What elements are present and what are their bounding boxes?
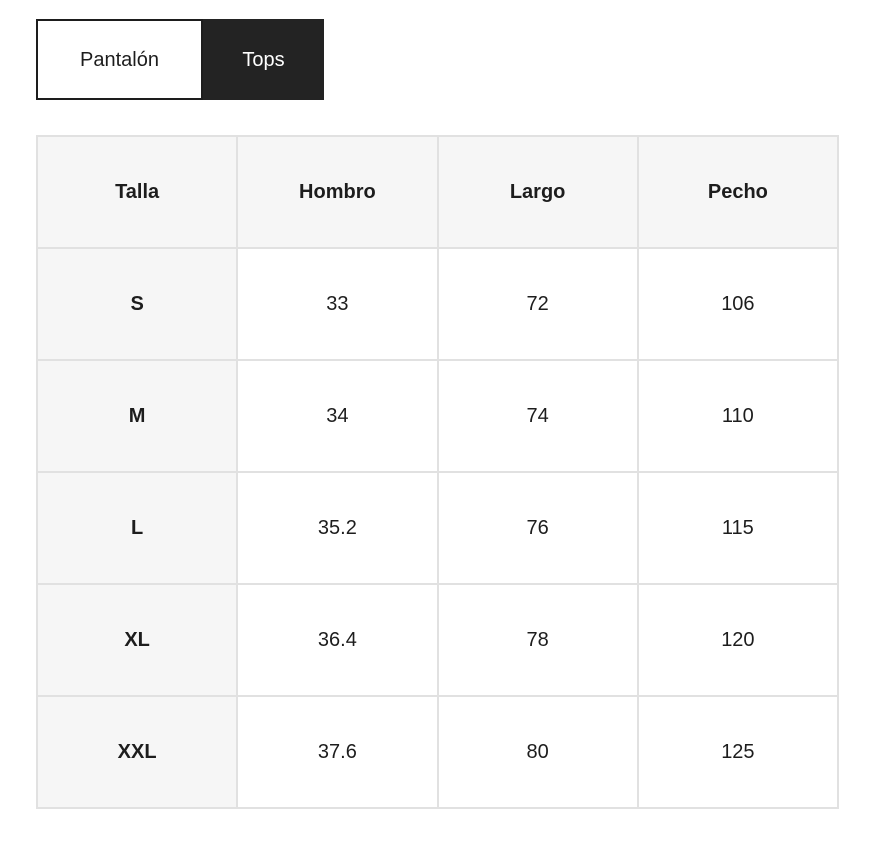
measurement-cell: 35.2 <box>236 471 439 585</box>
size-label-cell: M <box>35 359 239 473</box>
measurement-cell: 78 <box>436 583 639 697</box>
measurement-cell: 76 <box>436 471 639 585</box>
size-chart-table: Talla Hombro Largo Pecho S 33 72 106 M 3… <box>35 135 840 809</box>
size-label-cell: S <box>35 247 239 361</box>
measurement-cell: 74 <box>436 359 639 473</box>
measurement-cell: 36.4 <box>236 583 439 697</box>
column-header-hombro: Hombro <box>236 135 439 249</box>
column-header-talla: Talla <box>35 135 239 249</box>
column-header-largo: Largo <box>436 135 639 249</box>
tab-pantalon[interactable]: Pantalón <box>36 19 203 100</box>
measurement-cell: 106 <box>636 247 840 361</box>
tab-tops[interactable]: Tops <box>203 19 324 100</box>
measurement-cell: 72 <box>436 247 639 361</box>
size-chart-tabs: Pantalón Tops <box>36 19 875 100</box>
table-header-row: Talla Hombro Largo Pecho <box>35 135 840 249</box>
table-row: M 34 74 110 <box>35 359 840 473</box>
measurement-cell: 110 <box>636 359 840 473</box>
measurement-cell: 37.6 <box>236 695 439 809</box>
table-row: XXL 37.6 80 125 <box>35 695 840 809</box>
measurement-cell: 34 <box>236 359 439 473</box>
table-row: XL 36.4 78 120 <box>35 583 840 697</box>
size-label-cell: XXL <box>35 695 239 809</box>
size-label-cell: XL <box>35 583 239 697</box>
measurement-cell: 120 <box>636 583 840 697</box>
size-label-cell: L <box>35 471 239 585</box>
table-row: S 33 72 106 <box>35 247 840 361</box>
column-header-pecho: Pecho <box>636 135 840 249</box>
table-row: L 35.2 76 115 <box>35 471 840 585</box>
measurement-cell: 33 <box>236 247 439 361</box>
measurement-cell: 80 <box>436 695 639 809</box>
measurement-cell: 115 <box>636 471 840 585</box>
measurement-cell: 125 <box>636 695 840 809</box>
